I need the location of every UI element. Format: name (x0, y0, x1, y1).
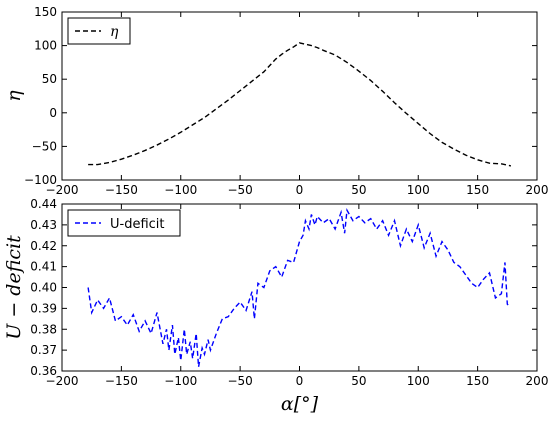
y-axis-label: η (3, 90, 25, 102)
x-tick-label: −150 (105, 183, 138, 197)
x-tick-label: 100 (407, 183, 430, 197)
series-line-1-1 (88, 42, 512, 167)
x-tick-label: 50 (351, 374, 366, 388)
y-axis-label: U − deficit (3, 235, 25, 340)
legend-label: η (110, 24, 119, 40)
x-tick-label: 200 (526, 374, 549, 388)
x-tick-label: −50 (227, 374, 252, 388)
x-tick-label: −100 (164, 374, 197, 388)
y-tick-label: 0.36 (30, 364, 57, 378)
series-line-2-1 (87, 208, 511, 367)
x-tick-label: −50 (227, 183, 252, 197)
legend: η (67, 17, 131, 45)
y-tick-label: 0.39 (30, 301, 57, 315)
y-tick-label: 50 (42, 72, 57, 86)
x-tick-label: 50 (351, 183, 366, 197)
y-tick-label: −50 (32, 139, 57, 153)
y-tick-label: 0.42 (30, 239, 57, 253)
x-tick-label: −100 (164, 183, 197, 197)
x-tick-label: −200 (46, 183, 79, 197)
y-tick-label: 0.41 (30, 260, 57, 274)
x-tick-label: 150 (466, 183, 489, 197)
legend-label: U-deficit (110, 217, 165, 232)
panel-1: −200 −150 −100 −50 0 50 100 150 200 −100 −50 0 50 100… (3, 5, 548, 197)
legend: U-deficit (67, 209, 181, 237)
y-tick-label: −100 (24, 173, 57, 187)
x-axis-label: α[°] (281, 393, 319, 415)
x-tick-label: 200 (526, 183, 549, 197)
y-tick-label: 0.43 (30, 218, 57, 232)
y-tick-label: 0.44 (30, 197, 57, 211)
y-tick-label: 0 (49, 106, 57, 120)
x-tick-label: −200 (46, 374, 79, 388)
y-tick-label: 150 (34, 5, 57, 19)
y-tick-label: 0.37 (30, 343, 57, 357)
x-tick-label: −150 (105, 374, 138, 388)
x-tick-label: 0 (296, 374, 304, 388)
x-tick-label: 0 (296, 183, 304, 197)
y-tick-label: 0.40 (30, 281, 57, 295)
y-tick-label: 0.38 (30, 322, 57, 336)
y-tick-label: 100 (34, 39, 57, 53)
panel-2: −200 −150 −100 −50 0 50 100 150 200 0.36 0.37 0.38 0… (3, 197, 548, 415)
x-tick-label: 100 (407, 374, 430, 388)
x-tick-label: 150 (466, 374, 489, 388)
